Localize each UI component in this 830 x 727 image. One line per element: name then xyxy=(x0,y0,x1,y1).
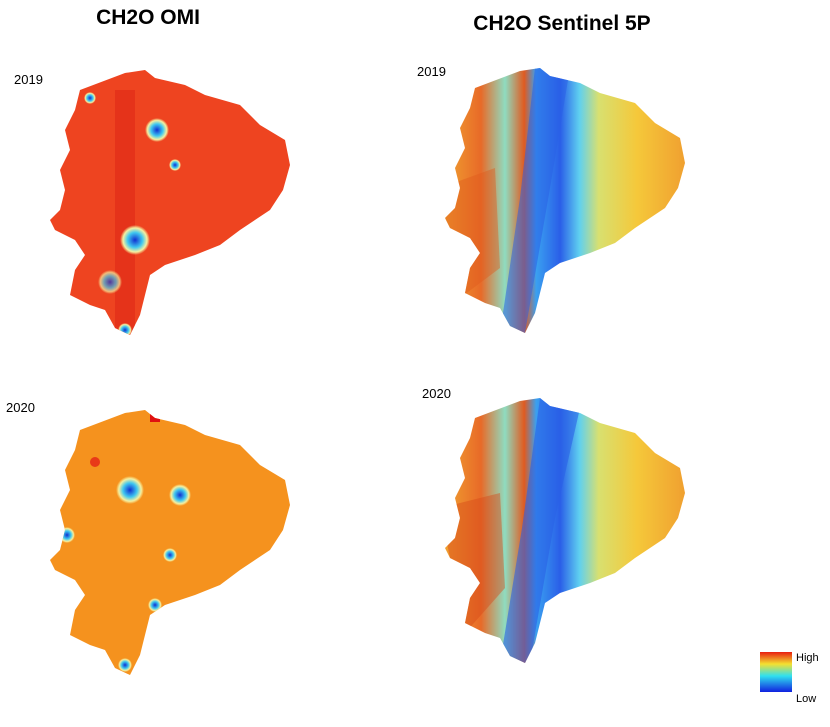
year-label: 2020 xyxy=(422,386,451,401)
map-s5p-2020 xyxy=(440,398,685,663)
map-s5p-2019 xyxy=(440,68,685,333)
map-shape xyxy=(50,410,290,675)
year-label: 2019 xyxy=(14,72,43,87)
column-title: CH2O OMI xyxy=(96,6,200,29)
legend-ramp xyxy=(760,652,792,692)
map-omi-2020 xyxy=(50,410,290,675)
legend-low: Low xyxy=(796,693,816,705)
figure: CH2O OMI CH2O Sentinel 5P 2019 2020 2019… xyxy=(0,0,830,727)
year-label: 2019 xyxy=(417,64,446,79)
year-label: 2020 xyxy=(6,400,35,415)
map-shape xyxy=(50,70,290,335)
map-omi-2019 xyxy=(50,70,290,337)
legend-high: High xyxy=(796,652,819,664)
column-title: CH2O Sentinel 5P xyxy=(473,12,650,35)
